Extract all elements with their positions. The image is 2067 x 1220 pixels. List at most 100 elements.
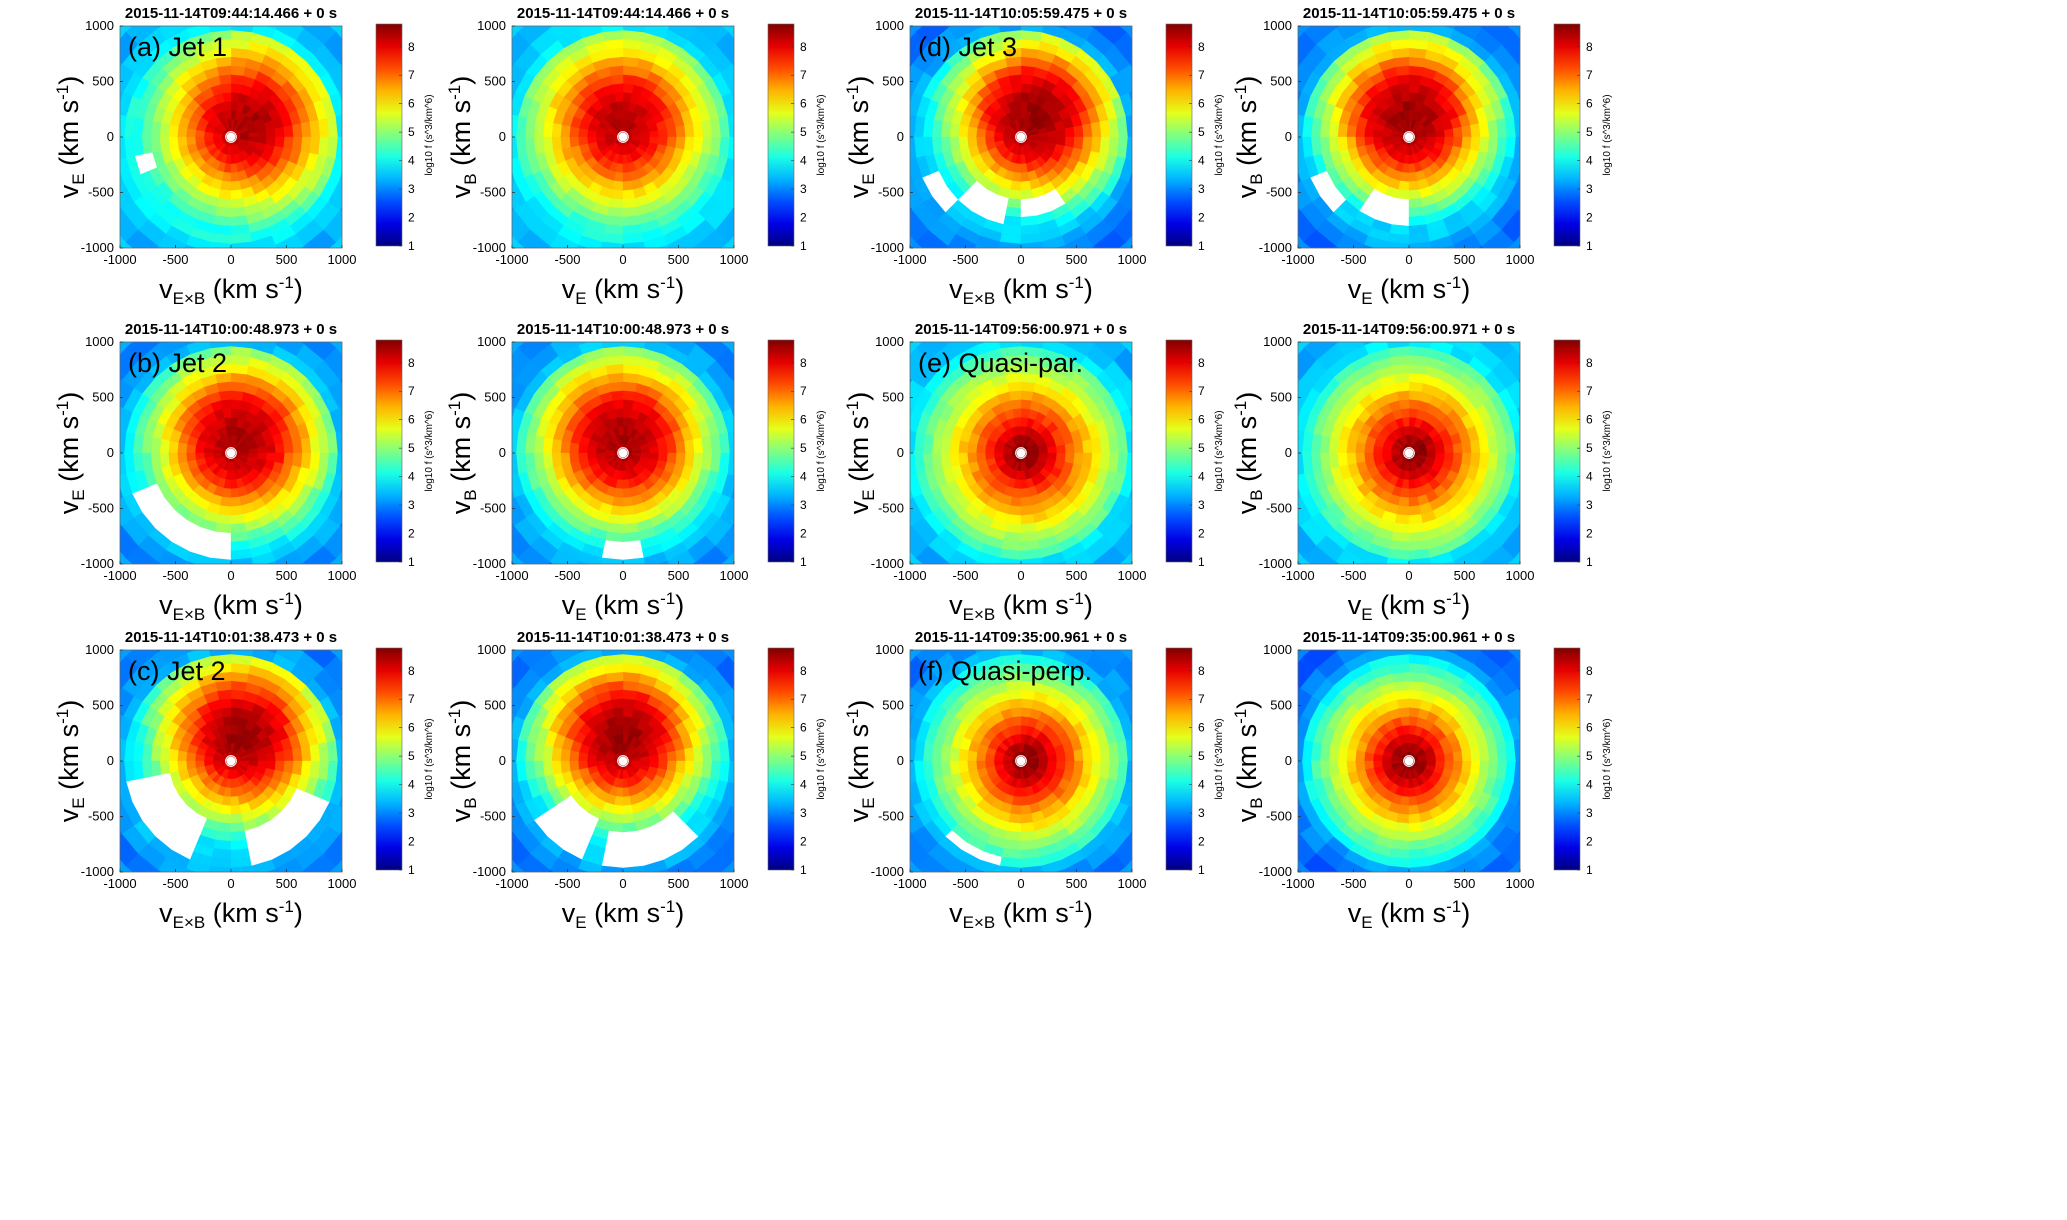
x-tick-label: -1000 bbox=[103, 252, 136, 267]
vdf-bin bbox=[607, 206, 624, 218]
vdf-bin bbox=[1010, 496, 1022, 507]
y-axis-label: vB (km s-1) bbox=[1231, 392, 1266, 514]
colorbar-tick-label: 4 bbox=[1198, 470, 1205, 484]
vdf-svg: 2015-11-14T09:44:14.466 + 0 s-1000 -500 0 5… bbox=[53, 5, 435, 308]
y-tick-label: 1000 bbox=[85, 18, 114, 33]
vdf-bin bbox=[931, 435, 943, 454]
y-tick-label: 500 bbox=[92, 74, 114, 89]
vdf-bin bbox=[1391, 531, 1410, 543]
vdf-bin bbox=[230, 698, 244, 709]
colorbar-tick-label: 7 bbox=[1198, 384, 1205, 398]
colorbar-tick-label: 4 bbox=[1198, 154, 1205, 168]
vdf-svg: 2015-11-14T10:05:59.475 + 0 s-1000 -500 0 5… bbox=[843, 5, 1225, 308]
x-tick-label: 1000 bbox=[1506, 568, 1535, 583]
vdf-bin bbox=[872, 108, 892, 137]
vdf-bin bbox=[177, 126, 188, 138]
vdf-bin bbox=[159, 760, 171, 776]
colorbar-tick-label: 4 bbox=[408, 778, 415, 792]
vdf-bin bbox=[931, 119, 943, 138]
y-tick-label: 0 bbox=[499, 445, 506, 460]
colorbar-tick-label: 6 bbox=[408, 97, 415, 111]
vdf-bin bbox=[622, 522, 639, 534]
y-tick-label: -500 bbox=[1266, 501, 1292, 516]
vdf-bin bbox=[168, 136, 179, 150]
colorbar-tick-label: 8 bbox=[1198, 356, 1205, 370]
vdf-bin bbox=[283, 124, 294, 138]
colorbar-tick-label: 4 bbox=[800, 154, 807, 168]
x-tick-label: 1000 bbox=[1506, 252, 1535, 267]
x-tick-label: 0 bbox=[227, 568, 234, 583]
vdf-bin bbox=[345, 453, 362, 479]
colorbar-tick-label: 8 bbox=[1586, 40, 1593, 54]
vdf-bin bbox=[1260, 108, 1280, 137]
colorbar-tick-label: 8 bbox=[800, 40, 807, 54]
colorbar bbox=[1165, 23, 1193, 247]
vdf-bin bbox=[309, 136, 321, 155]
vdf-bin bbox=[1400, 487, 1410, 498]
vdf-bin bbox=[622, 390, 636, 401]
vdf-bin bbox=[1461, 124, 1472, 138]
x-tick-label: 500 bbox=[1066, 568, 1088, 583]
vdf-bin bbox=[607, 372, 624, 384]
vdf-bin bbox=[1396, 505, 1410, 516]
vdf-bin bbox=[683, 452, 695, 468]
vdf-bin bbox=[533, 452, 545, 471]
vdf-bin bbox=[1487, 452, 1499, 471]
vdf-panel: 2015-11-14T10:00:48.973 + 0 s -1000 -500 0 5… bbox=[40, 316, 550, 721]
vdf-bin bbox=[474, 761, 494, 790]
vdf-bin bbox=[940, 452, 952, 469]
vdf-bin bbox=[150, 136, 162, 153]
vdf-panel: 2015-11-14T10:05:59.475 + 0 s -1000 -500 0 5… bbox=[830, 0, 1340, 405]
vdf-bin bbox=[220, 496, 232, 507]
vdf-bin bbox=[82, 424, 102, 453]
vdf-bin bbox=[578, 444, 589, 454]
vdf-bin bbox=[82, 453, 102, 482]
vdf-bin bbox=[1530, 479, 1555, 510]
vdf-bin bbox=[1020, 83, 1032, 94]
vdf-bin bbox=[274, 136, 285, 148]
x-tick-label: 1000 bbox=[720, 252, 749, 267]
center-marker bbox=[1404, 132, 1414, 142]
vdf-bin bbox=[1478, 121, 1490, 138]
vdf-bin bbox=[578, 128, 589, 138]
vdf-bin bbox=[607, 522, 624, 534]
vdf-bin bbox=[872, 424, 892, 453]
x-tick-label: -1000 bbox=[893, 568, 926, 583]
vdf-bin bbox=[701, 452, 713, 471]
colorbar-tick-label: 3 bbox=[800, 182, 807, 196]
vdf-bin bbox=[1461, 136, 1472, 150]
heatmap-group bbox=[512, 342, 754, 584]
vdf-bin bbox=[623, 567, 649, 584]
center-ring bbox=[225, 755, 237, 767]
y-axis-label: vB (km s-1) bbox=[445, 392, 480, 514]
vdf-bin bbox=[1346, 440, 1357, 454]
vdf-bin bbox=[701, 119, 713, 138]
vdf-bin bbox=[1364, 128, 1375, 138]
colorbar bbox=[375, 647, 403, 871]
y-tick-label: 1000 bbox=[477, 334, 506, 349]
vdf-bin bbox=[230, 671, 249, 683]
vdf-bin bbox=[1355, 126, 1366, 138]
vdf-bin bbox=[931, 136, 943, 155]
vdf-bin bbox=[737, 427, 754, 453]
colorbar-tick-label: 6 bbox=[800, 97, 807, 111]
vdf-bin bbox=[622, 531, 641, 543]
vdf-bin bbox=[1337, 452, 1349, 468]
vdf-bin bbox=[1012, 171, 1022, 182]
vdf-bin bbox=[1523, 453, 1540, 479]
vdf-bin bbox=[230, 680, 247, 692]
vdf-bin bbox=[1020, 531, 1039, 543]
vdf-bin bbox=[949, 452, 961, 468]
vdf-panel: 2015-11-14T10:01:38.473 + 0 s -1000 -500 0 5… bbox=[432, 624, 942, 1029]
vdf-bin bbox=[1517, 521, 1520, 528]
x-tick-label: -1000 bbox=[103, 876, 136, 891]
vdf-bin bbox=[1020, 215, 1039, 227]
center-ring bbox=[1015, 131, 1027, 143]
vdf-bin bbox=[1398, 496, 1410, 507]
x-tick-label: 0 bbox=[1017, 568, 1024, 583]
y-tick-label: 0 bbox=[1285, 445, 1292, 460]
panel-title: 2015-11-14T10:01:38.473 + 0 s bbox=[517, 629, 729, 646]
vdf-bin bbox=[610, 74, 624, 85]
vdf-bin bbox=[216, 65, 232, 77]
vdf-bin bbox=[141, 743, 153, 762]
